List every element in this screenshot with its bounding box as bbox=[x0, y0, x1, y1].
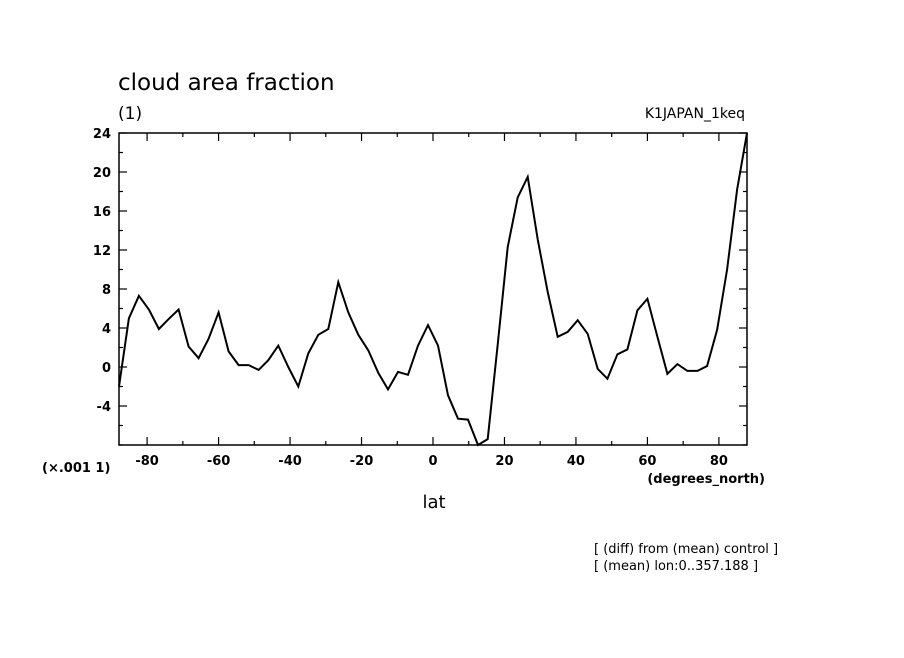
y-tick-label: 12 bbox=[93, 244, 111, 259]
x-tick-label: 60 bbox=[638, 454, 656, 469]
x-tick-label: 20 bbox=[495, 454, 513, 469]
x-units: (degrees_north) bbox=[647, 472, 765, 487]
chart-units: (1) bbox=[118, 104, 142, 124]
x-tick-label: -20 bbox=[350, 454, 374, 469]
x-tick-label: 80 bbox=[710, 454, 728, 469]
scale-note: (×.001 1) bbox=[42, 461, 110, 476]
x-axis-label: lat bbox=[422, 492, 445, 513]
footnote-mean: [ (mean) lon:0..357.188 ] bbox=[594, 559, 758, 574]
series-line-cloud-area-fraction bbox=[118, 132, 748, 447]
x-tick-labels: -80 -60 -40 -20 0 20 40 60 80 bbox=[135, 454, 728, 469]
y-tick-label: 4 bbox=[102, 322, 111, 337]
dataset-label: K1JAPAN_1keq bbox=[645, 106, 745, 122]
x-tick-label: -80 bbox=[135, 454, 159, 469]
x-tick-label: 0 bbox=[428, 454, 437, 469]
y-tick-label: 24 bbox=[93, 127, 111, 142]
footnote-diff: [ (diff) from (mean) control ] bbox=[594, 542, 778, 557]
y-tick-label: -4 bbox=[97, 400, 111, 415]
chart-title: cloud area fraction bbox=[118, 70, 335, 96]
y-tick-labels: -4 0 4 8 12 16 20 24 bbox=[93, 127, 111, 415]
x-tick-label: 40 bbox=[567, 454, 585, 469]
y-tick-label: 16 bbox=[93, 205, 111, 220]
y-tick-label: 8 bbox=[102, 283, 111, 298]
x-tick-label: -60 bbox=[207, 454, 231, 469]
y-tick-label: 0 bbox=[102, 361, 111, 376]
x-tick-label: -40 bbox=[278, 454, 302, 469]
y-tick-label: 20 bbox=[93, 166, 111, 181]
plot-frame bbox=[118, 132, 748, 446]
